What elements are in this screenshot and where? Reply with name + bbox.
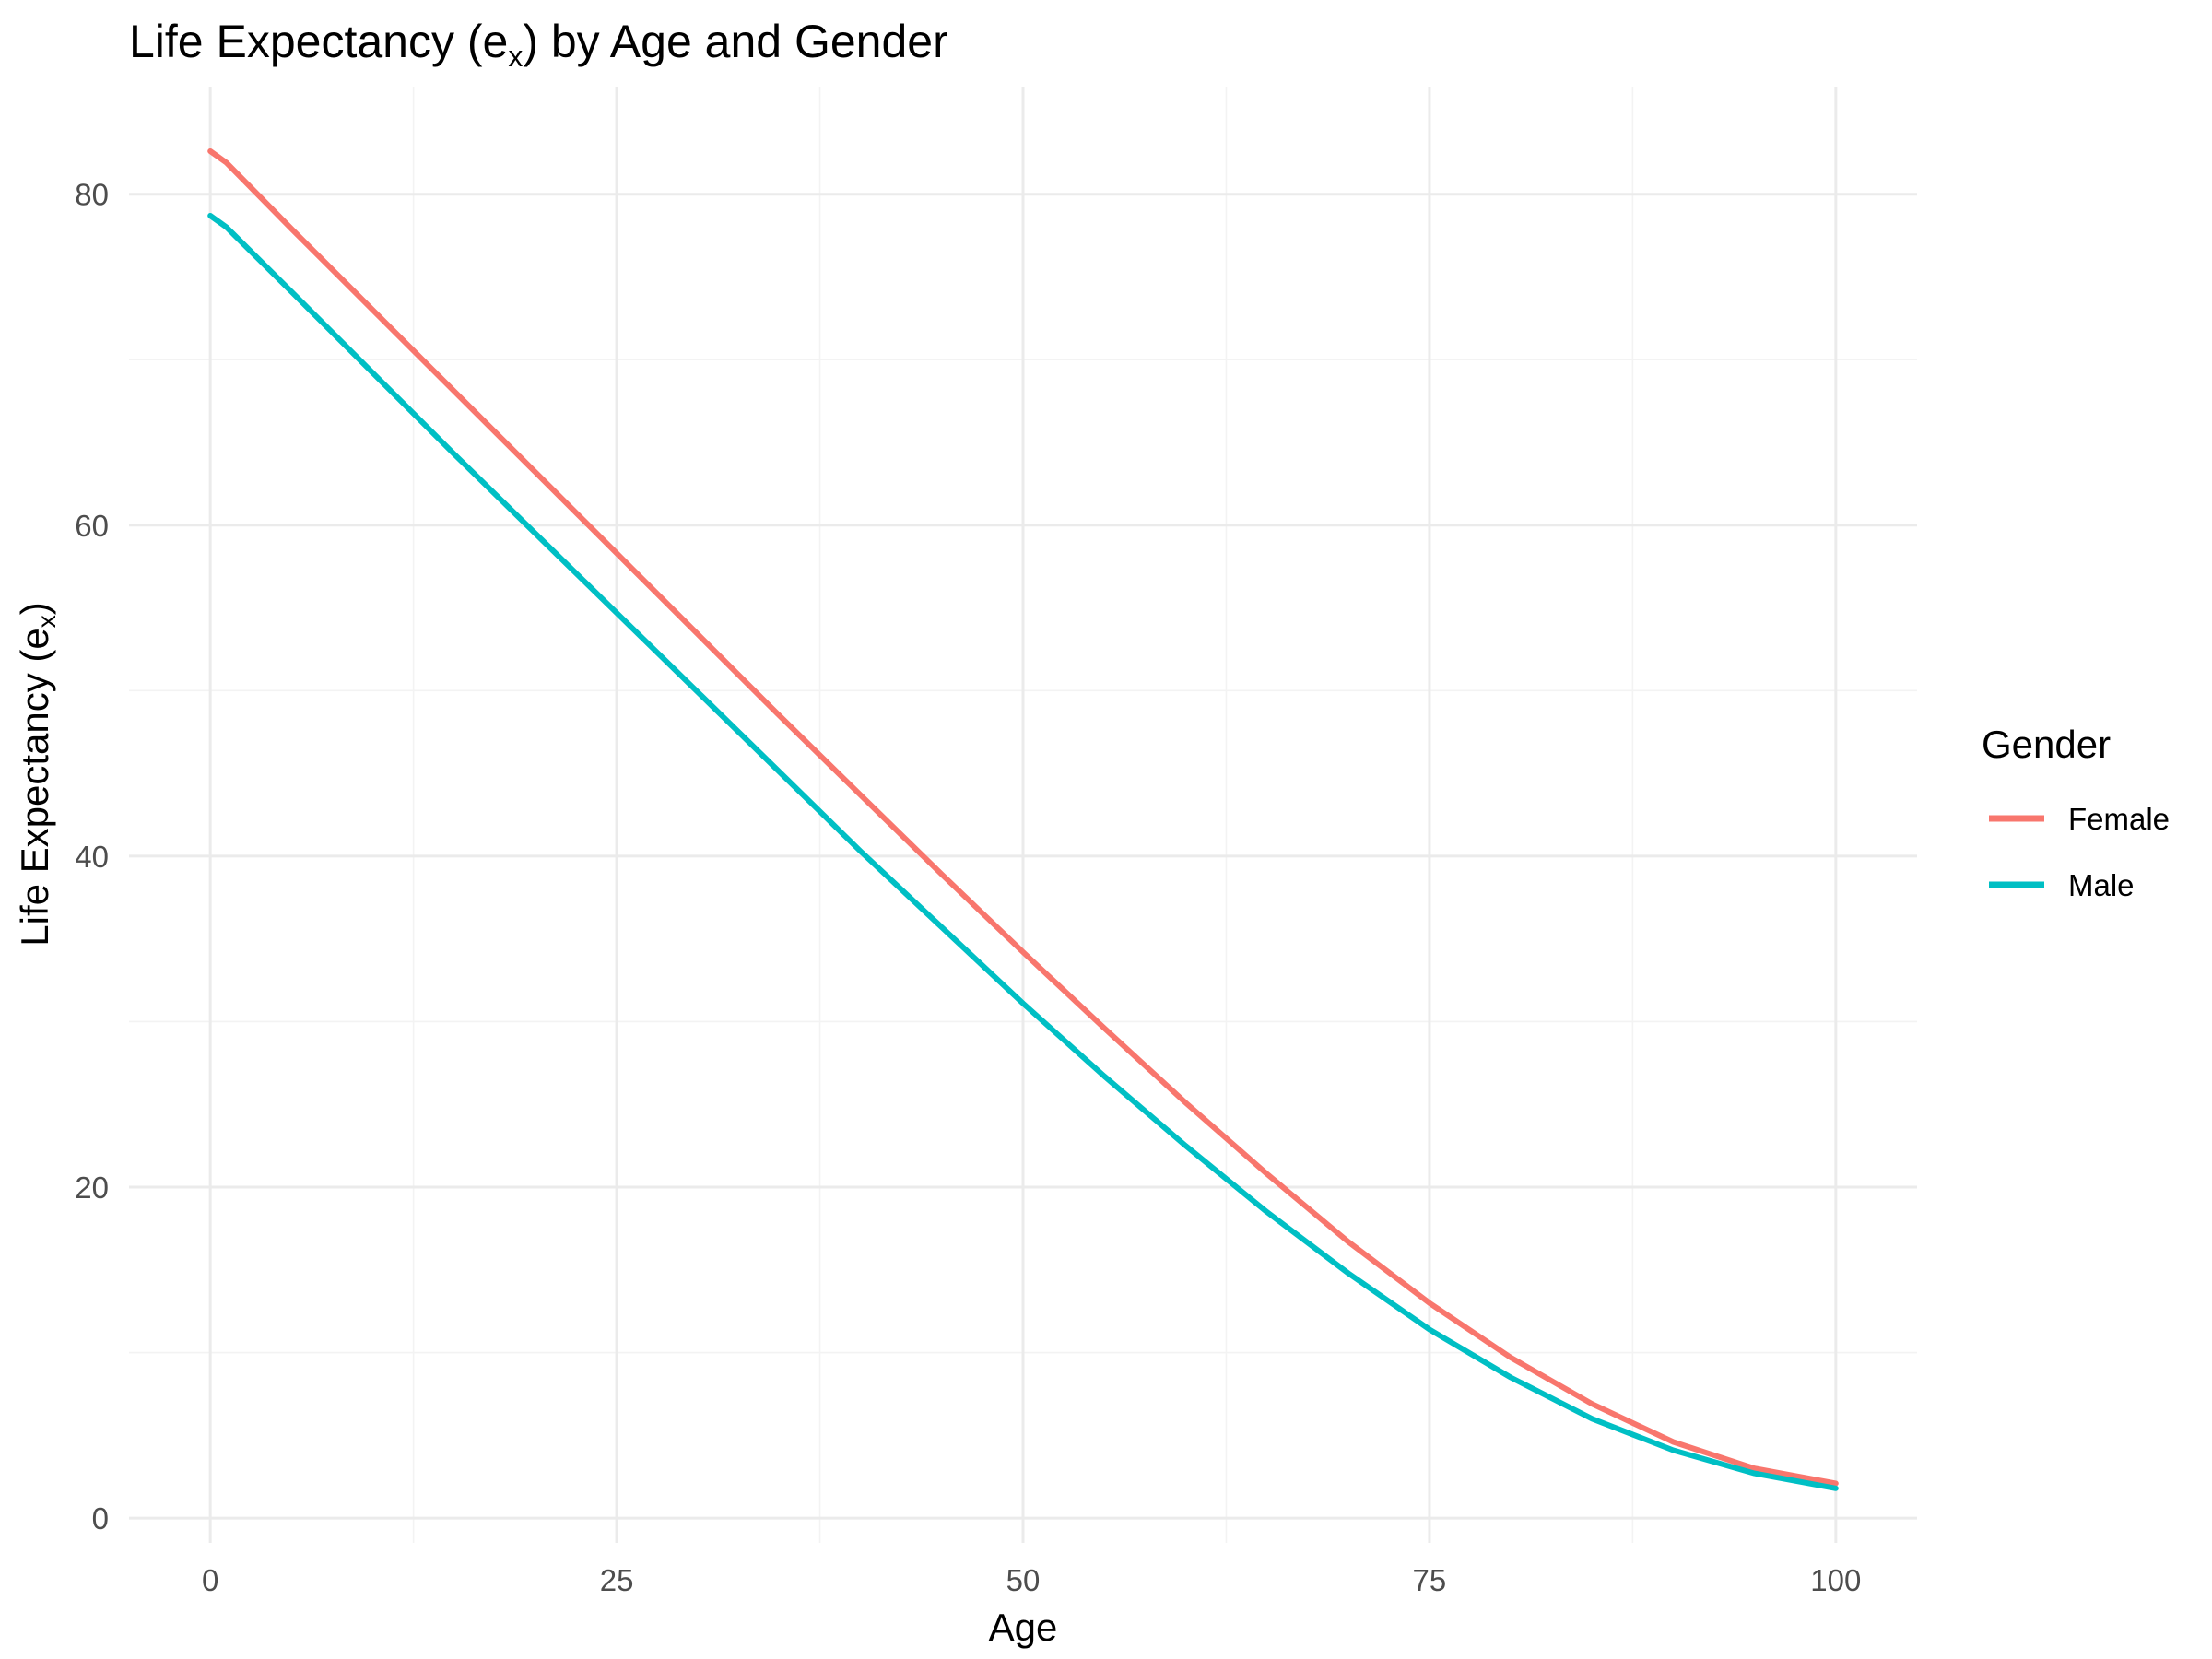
y-tick-label: 40: [75, 840, 109, 874]
series-lines: [207, 148, 1839, 1491]
x-tick-label: 25: [600, 1563, 634, 1597]
legend-title: Gender: [1982, 723, 2111, 766]
x-tick-label: 50: [1006, 1563, 1041, 1597]
x-tick-label: 100: [1810, 1563, 1861, 1597]
x-axis-title: Age: [989, 1606, 1058, 1649]
legend-label-female: Female: [2068, 802, 2170, 836]
legend-items: Female Male: [1989, 802, 2170, 902]
y-tick-label: 20: [75, 1171, 109, 1205]
series-line-female: [207, 148, 1839, 1487]
y-tick-label: 60: [75, 509, 109, 543]
y-axis-title: Life Expectancy (ex): [13, 602, 61, 947]
x-axis-ticks: 0 25 50 75 100: [202, 1563, 1861, 1597]
y-axis-ticks: 0 20 40 60 80: [75, 178, 109, 1535]
y-tick-label: 80: [75, 178, 109, 212]
chart-title: Life Expectancy (ex) by Age and Gender: [129, 16, 948, 73]
x-tick-label: 0: [202, 1563, 218, 1597]
y-tick-label: 0: [92, 1501, 109, 1535]
legend-label-male: Male: [2068, 868, 2135, 902]
x-tick-label: 75: [1413, 1563, 1447, 1597]
legend: Gender Female Male: [1982, 723, 2170, 902]
grid: [129, 87, 1917, 1543]
series-line-male: [207, 213, 1839, 1491]
